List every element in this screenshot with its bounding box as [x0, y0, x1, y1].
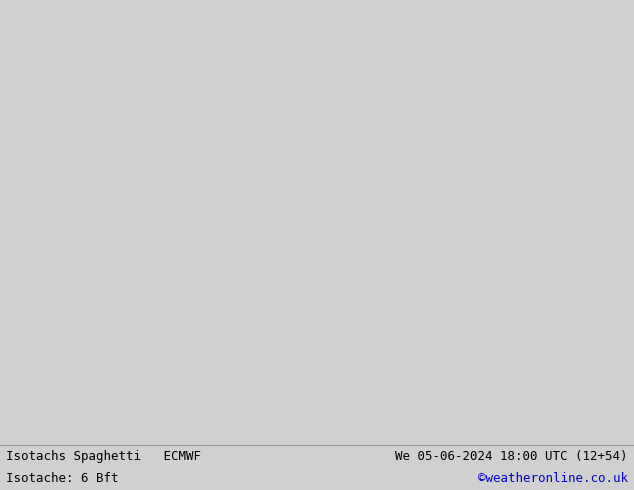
Text: Isotache: 6 Bft: Isotache: 6 Bft	[6, 472, 119, 485]
Text: Isotachs Spaghetti   ECMWF: Isotachs Spaghetti ECMWF	[6, 450, 202, 463]
Text: We 05-06-2024 18:00 UTC (12+54): We 05-06-2024 18:00 UTC (12+54)	[395, 450, 628, 463]
Text: ©weatheronline.co.uk: ©weatheronline.co.uk	[477, 472, 628, 485]
